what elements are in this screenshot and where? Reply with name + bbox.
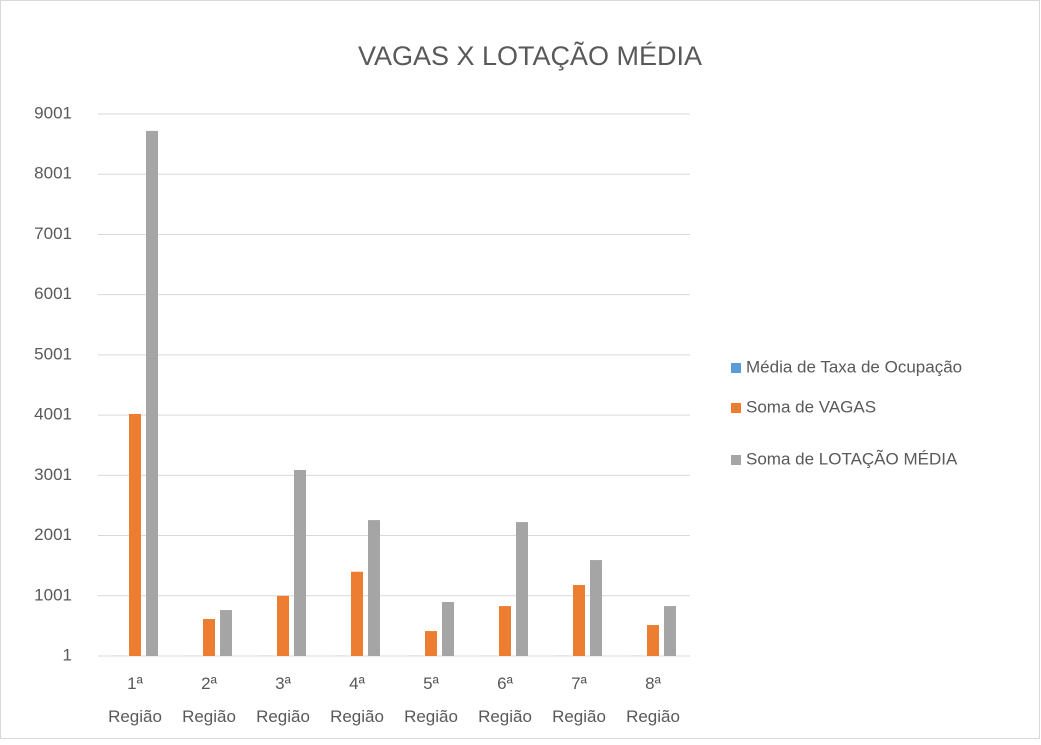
bar xyxy=(368,520,380,656)
bar xyxy=(573,585,585,656)
bar xyxy=(146,131,158,656)
bar xyxy=(220,610,232,656)
y-tick-label: 6001 xyxy=(34,284,72,303)
bar xyxy=(590,560,602,656)
bar xyxy=(203,619,215,656)
bar xyxy=(516,522,528,656)
bar xyxy=(129,414,141,656)
y-tick-label: 9001 xyxy=(34,103,72,122)
legend-label: Soma de LOTAÇÃO MÉDIA xyxy=(746,449,958,468)
y-tick-label: 3001 xyxy=(34,465,72,484)
y-tick-label: 5001 xyxy=(34,344,72,363)
legend-label: Média de Taxa de Ocupação xyxy=(746,357,962,376)
y-tick-label: 7001 xyxy=(34,224,72,243)
bar xyxy=(351,572,363,656)
y-tick-label: 1 xyxy=(63,645,72,664)
y-tick-label: 2001 xyxy=(34,525,72,544)
bar xyxy=(647,625,659,656)
y-tick-label: 4001 xyxy=(34,405,72,424)
bar xyxy=(499,606,511,656)
bar xyxy=(442,602,454,656)
legend-label: Soma de VAGAS xyxy=(746,397,876,416)
chart-title: VAGAS X LOTAÇÃO MÉDIA xyxy=(358,40,702,71)
legend-swatch xyxy=(731,363,741,373)
bar xyxy=(425,631,437,656)
legend-swatch xyxy=(731,403,741,413)
y-tick-label: 1001 xyxy=(34,585,72,604)
bar xyxy=(277,596,289,656)
legend-swatch xyxy=(731,455,741,465)
bar xyxy=(664,606,676,656)
y-tick-label: 8001 xyxy=(34,164,72,183)
bar xyxy=(294,470,306,656)
